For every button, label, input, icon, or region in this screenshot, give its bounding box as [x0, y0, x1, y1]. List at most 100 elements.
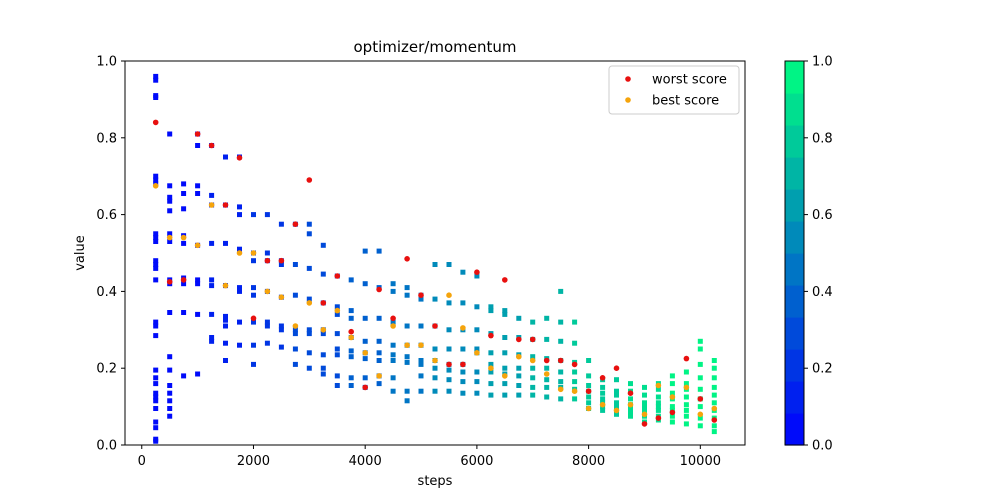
y-axis-label: value: [73, 235, 88, 271]
trial-point: [306, 221, 312, 227]
trial-point: [195, 371, 201, 377]
worst-score-point: [460, 361, 466, 368]
trial-point: [223, 240, 228, 246]
trial-point: [223, 323, 228, 329]
trial-point: [418, 296, 424, 302]
trial-point: [153, 381, 159, 387]
trial-point: [502, 308, 508, 314]
trial-point: [544, 384, 550, 390]
best-score-point: [460, 325, 466, 331]
trial-point: [376, 338, 382, 344]
trial-point: [278, 221, 284, 227]
trial-point: [153, 95, 159, 100]
trial-point: [223, 358, 228, 363]
trial-point: [404, 398, 410, 404]
trial-point: [460, 369, 466, 375]
best-score-point: [613, 407, 620, 414]
trial-point: [153, 277, 159, 283]
best-score-point: [180, 234, 187, 241]
best-score-point: [557, 386, 564, 393]
worst-score-point: [543, 357, 550, 364]
trial-point: [362, 248, 368, 254]
trial-point: [502, 350, 508, 356]
trial-point: [153, 235, 159, 241]
trial-point: [181, 310, 187, 315]
colorbar-segment: [785, 125, 804, 158]
trial-point: [642, 404, 647, 410]
trial-point: [153, 231, 159, 237]
worst-score-point: [278, 257, 285, 264]
trial-point: [153, 333, 159, 339]
best-score-point: [683, 384, 690, 391]
trial-point: [683, 407, 689, 413]
trial-point: [167, 367, 173, 373]
trial-point: [628, 406, 633, 411]
trial-point: [167, 183, 173, 189]
trial-point: [251, 292, 256, 298]
trial-point: [418, 361, 424, 367]
trial-point: [488, 304, 494, 310]
trial-point: [614, 377, 619, 383]
best-score-point: [292, 323, 299, 329]
trial-point: [153, 258, 159, 264]
trial-point: [586, 400, 592, 406]
trial-point: [697, 338, 703, 344]
trial-point: [292, 327, 298, 333]
trial-point: [251, 319, 256, 325]
trial-point: [502, 392, 508, 398]
trial-point: [320, 331, 326, 337]
trial-point: [711, 358, 717, 363]
x-tick-label: 8000: [572, 454, 605, 469]
trial-point: [474, 346, 480, 352]
trial-point: [195, 183, 201, 189]
trial-point: [320, 242, 326, 248]
trial-point: [209, 283, 215, 289]
trial-point: [153, 77, 159, 83]
trial-point: [209, 277, 215, 283]
trial-point: [195, 143, 201, 148]
best-score-point: [152, 183, 159, 189]
y-tick-label: 0.4: [96, 285, 117, 300]
trial-point: [460, 379, 466, 385]
trial-point: [474, 379, 480, 385]
best-score-point: [711, 405, 718, 412]
trial-point: [237, 212, 242, 218]
best-score-point: [404, 342, 410, 349]
trial-point: [348, 383, 354, 388]
worst-score-point: [362, 384, 369, 391]
worst-score-point: [320, 300, 327, 306]
legend-label: best score: [652, 94, 719, 109]
best-score-point: [432, 357, 438, 364]
trial-point: [474, 304, 480, 310]
trial-point: [153, 323, 159, 329]
trial-point: [390, 319, 396, 325]
trial-point: [251, 212, 256, 218]
colorbar-segment: [785, 189, 804, 222]
x-axis-label: steps: [418, 474, 453, 489]
legend-marker: [625, 76, 631, 82]
best-score-point: [655, 382, 662, 389]
trial-point: [446, 388, 452, 394]
trial-point: [655, 404, 661, 410]
legend-label: worst score: [652, 73, 727, 88]
worst-score-point: [557, 357, 564, 364]
trial-point: [516, 373, 522, 379]
trial-point: [488, 350, 494, 356]
trial-point: [237, 319, 242, 325]
trial-point: [292, 361, 298, 367]
trial-point: [655, 400, 661, 406]
trial-point: [334, 373, 340, 379]
trial-point: [320, 371, 326, 377]
trial-point: [404, 359, 410, 365]
trial-point: [153, 73, 159, 79]
trial-point: [572, 319, 578, 325]
trial-point: [167, 198, 173, 204]
trial-point: [195, 281, 201, 287]
colorbar-tick-label: 0.0: [812, 439, 833, 454]
best-score-point: [334, 307, 341, 314]
trial-point: [153, 265, 159, 271]
x-axis: 0 2000 4000 6000 8000 10000: [138, 445, 721, 469]
trial-point: [362, 281, 368, 287]
worst-score-point: [502, 277, 508, 283]
worst-score-point: [306, 177, 313, 183]
